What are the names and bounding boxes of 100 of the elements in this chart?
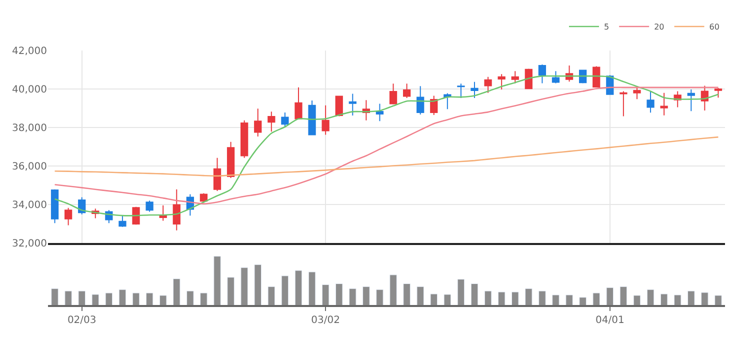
bar bbox=[403, 283, 410, 306]
legend-label: 60 bbox=[709, 22, 720, 32]
candlestick bbox=[620, 90, 628, 117]
bar bbox=[416, 286, 424, 306]
candlestick bbox=[132, 206, 140, 226]
candlestick bbox=[498, 74, 506, 90]
legend-label: 20 bbox=[654, 22, 664, 32]
bar bbox=[308, 272, 316, 306]
candlestick bbox=[254, 108, 262, 137]
bar bbox=[64, 290, 72, 306]
line-series bbox=[54, 136, 719, 177]
bar bbox=[390, 274, 397, 306]
line-series bbox=[54, 86, 719, 204]
candlestick bbox=[484, 76, 492, 94]
bar bbox=[688, 290, 695, 306]
candlestick bbox=[511, 70, 519, 84]
bar bbox=[701, 292, 708, 306]
candlestick bbox=[592, 66, 600, 88]
bar bbox=[200, 292, 208, 306]
bar bbox=[714, 295, 722, 306]
candlestick bbox=[348, 93, 356, 116]
bar bbox=[511, 292, 519, 306]
bar bbox=[172, 278, 180, 306]
x-tick-label: 02/03 bbox=[67, 315, 96, 326]
bar bbox=[92, 294, 100, 306]
candlestick bbox=[687, 89, 695, 112]
candlestick bbox=[457, 83, 465, 99]
bar bbox=[633, 295, 641, 306]
bar bbox=[294, 270, 302, 306]
bar bbox=[592, 292, 600, 306]
candlestick bbox=[118, 214, 126, 228]
candlestick bbox=[552, 70, 560, 84]
candlestick bbox=[226, 141, 235, 179]
bar bbox=[105, 292, 113, 306]
bar bbox=[646, 289, 654, 306]
candlestick bbox=[389, 83, 398, 105]
candlestick bbox=[64, 207, 72, 226]
candlestick bbox=[470, 81, 478, 99]
y-tick-label: 42,000 bbox=[12, 46, 47, 57]
bar bbox=[335, 283, 343, 306]
candlestick bbox=[538, 64, 546, 84]
bar bbox=[579, 297, 586, 306]
candlestick bbox=[213, 157, 222, 192]
bar bbox=[660, 294, 668, 306]
bar bbox=[525, 288, 532, 306]
candlestick bbox=[376, 103, 384, 122]
bar bbox=[457, 279, 465, 306]
bar bbox=[186, 290, 194, 306]
bar bbox=[674, 294, 682, 306]
line-series bbox=[54, 75, 719, 216]
bar bbox=[552, 294, 560, 306]
y-tick-label: 34,000 bbox=[12, 200, 47, 211]
candlestick bbox=[268, 111, 276, 132]
y-tick-label: 36,000 bbox=[12, 161, 47, 172]
bar bbox=[118, 289, 126, 306]
candlestick bbox=[714, 88, 722, 98]
bar bbox=[470, 283, 478, 306]
candlestick bbox=[633, 86, 641, 100]
candlestick bbox=[294, 86, 302, 120]
candlestick bbox=[50, 188, 59, 224]
bar bbox=[281, 276, 289, 306]
bar bbox=[51, 288, 58, 306]
bar bbox=[484, 290, 492, 306]
bar bbox=[349, 288, 356, 306]
bar bbox=[268, 286, 276, 306]
bar bbox=[159, 295, 167, 306]
candlestick bbox=[172, 188, 180, 231]
bar bbox=[538, 290, 546, 306]
bar bbox=[227, 277, 234, 306]
bar bbox=[498, 292, 506, 306]
candlestick bbox=[444, 92, 452, 110]
bar bbox=[606, 287, 614, 306]
candlestick bbox=[281, 112, 289, 128]
candlestick bbox=[646, 90, 654, 114]
y-tick-label: 38,000 bbox=[12, 122, 47, 134]
bar bbox=[240, 267, 248, 306]
bar bbox=[132, 292, 140, 306]
candlestick bbox=[402, 83, 411, 99]
bar bbox=[78, 290, 86, 306]
y-tick-label: 40,000 bbox=[12, 84, 47, 96]
x-tick-label: 04/01 bbox=[595, 315, 624, 326]
bar bbox=[362, 286, 370, 306]
candlestick bbox=[416, 86, 424, 116]
bar bbox=[322, 284, 330, 306]
candlestick bbox=[146, 200, 154, 212]
candlestick bbox=[308, 100, 316, 136]
bar bbox=[254, 264, 262, 306]
candlestick bbox=[240, 120, 248, 158]
candlestick bbox=[335, 96, 343, 117]
candlestick bbox=[660, 92, 668, 116]
bar bbox=[214, 256, 221, 306]
candlestick bbox=[322, 104, 330, 136]
bar bbox=[376, 289, 384, 306]
x-tick-label: 03/02 bbox=[311, 315, 340, 326]
bar bbox=[444, 294, 452, 306]
legend-label: 5 bbox=[604, 22, 610, 32]
bar bbox=[430, 294, 438, 306]
bar bbox=[566, 294, 573, 306]
bar bbox=[620, 286, 628, 306]
bar bbox=[146, 292, 154, 306]
